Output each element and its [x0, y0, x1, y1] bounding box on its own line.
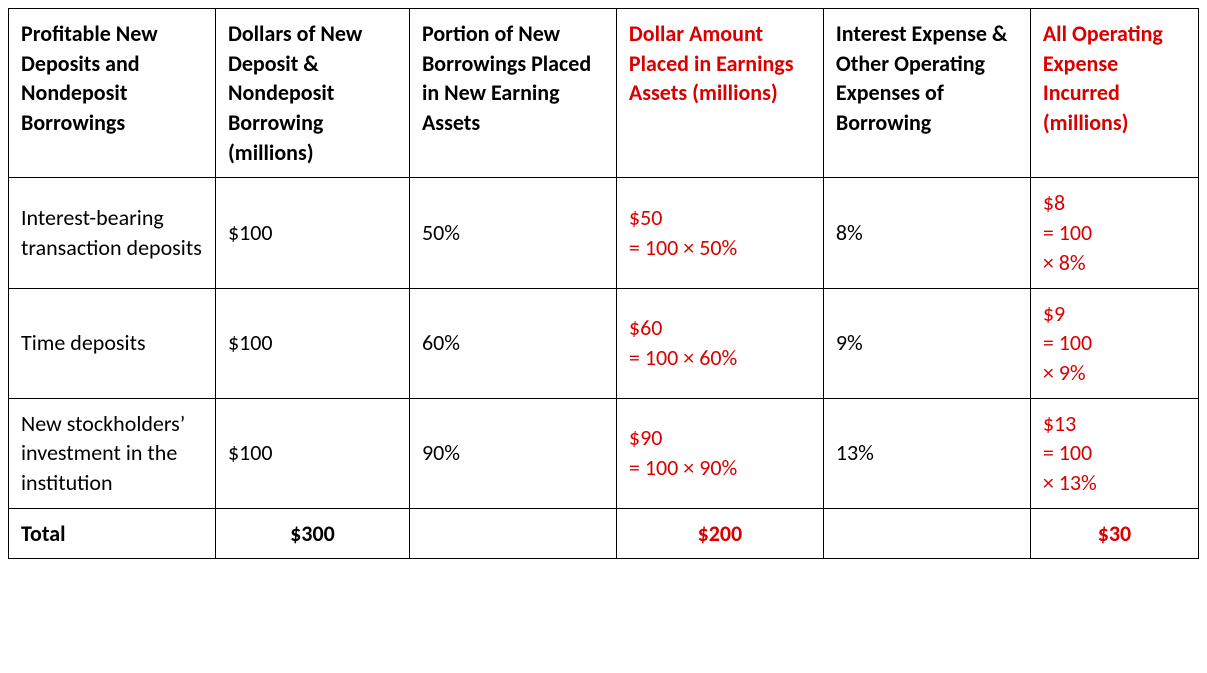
table-header-row: Profitable New Deposits and Nondeposit B… [9, 9, 1199, 178]
total-amount: $200 [616, 508, 823, 559]
total-dollars: $300 [215, 508, 409, 559]
row-incurred: $13 = 100 × 13% [1030, 398, 1198, 508]
row-amount: $90 = 100 × 90% [616, 398, 823, 508]
incurred-line1: $8 [1043, 189, 1065, 216]
row-label: Time deposits [9, 288, 216, 398]
row-incurred: $8 = 100 × 8% [1030, 178, 1198, 288]
incurred-line2: = 100 [1043, 439, 1092, 466]
header-col4: Interest Expense & Other Operating Expen… [823, 9, 1030, 178]
incurred-line2: = 100 [1043, 219, 1092, 246]
row-amount: $50 = 100 × 50% [616, 178, 823, 288]
header-col2: Portion of New Borrowings Placed in New … [409, 9, 616, 178]
row-dollars: $100 [215, 398, 409, 508]
incurred-line1: $13 [1043, 410, 1076, 437]
incurred-line2: = 100 [1043, 329, 1092, 356]
incurred-line1: $9 [1043, 300, 1065, 327]
row-portion: 50% [409, 178, 616, 288]
incurred-line3: × 13% [1043, 469, 1097, 496]
incurred-line3: × 8% [1043, 249, 1086, 276]
row-expense-rate: 8% [823, 178, 1030, 288]
amount-line2: = 100 × 90% [629, 454, 737, 481]
total-label: Total [9, 508, 216, 559]
row-amount: $60 = 100 × 60% [616, 288, 823, 398]
header-col3: Dollar Amount Placed in Earnings Assets … [616, 9, 823, 178]
incurred-line3: × 9% [1043, 359, 1086, 386]
amount-line1: $90 [629, 424, 662, 451]
row-incurred: $9 = 100 × 9% [1030, 288, 1198, 398]
amount-line2: = 100 × 50% [629, 234, 737, 261]
header-col5: All Operating Expense Incurred (millions… [1030, 9, 1198, 178]
row-portion: 60% [409, 288, 616, 398]
table-row: New stockholders’ investment in the inst… [9, 398, 1199, 508]
amount-line1: $60 [629, 314, 662, 341]
row-dollars: $100 [215, 178, 409, 288]
amount-line2: = 100 × 60% [629, 344, 737, 371]
row-expense-rate: 9% [823, 288, 1030, 398]
table-row: Time deposits $100 60% $60 = 100 × 60% 9… [9, 288, 1199, 398]
amount-line1: $50 [629, 204, 662, 231]
header-col0: Profitable New Deposits and Nondeposit B… [9, 9, 216, 178]
row-label: Interest-bearing transaction deposits [9, 178, 216, 288]
header-col1: Dollars of New Deposit & Nondeposit Borr… [215, 9, 409, 178]
table-row: Interest-bearing transaction deposits $1… [9, 178, 1199, 288]
table-total-row: Total $300 $200 $30 [9, 508, 1199, 559]
row-expense-rate: 13% [823, 398, 1030, 508]
total-incurred: $30 [1030, 508, 1198, 559]
row-dollars: $100 [215, 288, 409, 398]
row-portion: 90% [409, 398, 616, 508]
deposits-table: Profitable New Deposits and Nondeposit B… [8, 8, 1199, 559]
total-portion-empty [409, 508, 616, 559]
row-label: New stockholders’ investment in the inst… [9, 398, 216, 508]
total-expense-empty [823, 508, 1030, 559]
